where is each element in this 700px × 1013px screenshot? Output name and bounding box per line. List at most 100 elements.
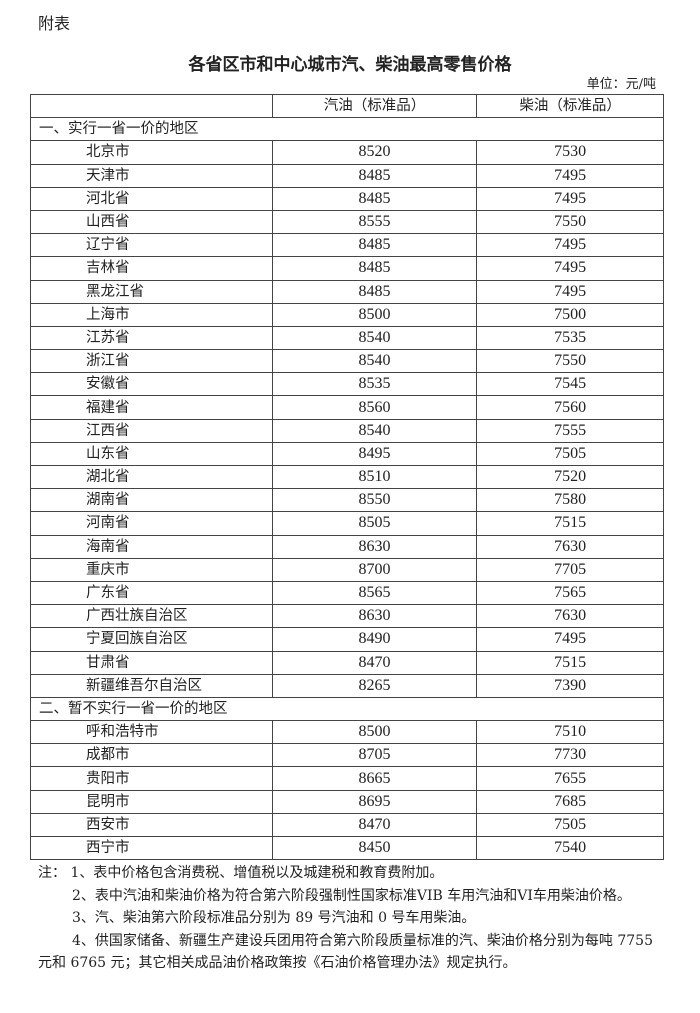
diesel-price-cell: 7730 xyxy=(476,743,664,768)
region-cell: 山西省 xyxy=(30,209,273,235)
table-row: 呼和浩特市 8500 7510 xyxy=(30,720,664,745)
region-cell: 宁夏回族自治区 xyxy=(30,627,273,652)
diesel-price-cell: 7550 xyxy=(476,209,664,235)
gasoline-price-cell: 8630 xyxy=(271,604,478,629)
diesel-price-cell: 7560 xyxy=(476,395,664,420)
table-row: 重庆市 8700 7705 xyxy=(30,557,664,582)
gasoline-price-cell: 8500 xyxy=(271,720,478,745)
gasoline-price-cell: 8560 xyxy=(271,395,478,420)
table-row: 辽宁省 8485 7495 xyxy=(30,233,664,258)
price-table: 汽油（标准品） 柴油（标准品） 一、实行一省一价的地区 北京市 8520 7530 天津… xyxy=(30,93,664,861)
diesel-price-cell: 7580 xyxy=(476,488,664,513)
header-gasoline: 汽油（标准品） xyxy=(271,93,478,119)
region-cell: 昆明市 xyxy=(30,789,273,814)
gasoline-price-cell: 8490 xyxy=(271,627,478,652)
table-row: 西宁市 8450 7540 xyxy=(30,835,664,861)
table-row: 江苏省 8540 7535 xyxy=(30,325,664,351)
region-cell: 河南省 xyxy=(30,511,273,536)
region-cell: 上海市 xyxy=(30,302,273,327)
table-row: 黑龙江省 8485 7495 xyxy=(30,279,664,304)
table-row: 安徽省 8535 7545 xyxy=(30,372,664,397)
gasoline-price-cell: 8485 xyxy=(271,233,478,258)
note-3: 3、汽、柴油第六阶段标准品分别为 89 号汽油和 0 号车用柴油。 xyxy=(72,910,476,926)
gasoline-price-cell: 8485 xyxy=(271,186,478,211)
diesel-price-cell: 7530 xyxy=(476,140,664,165)
region-cell: 福建省 xyxy=(30,395,273,420)
table-row: 甘肃省 8470 7515 xyxy=(30,650,664,675)
diesel-price-cell: 7515 xyxy=(476,511,664,536)
gasoline-price-cell: 8550 xyxy=(271,488,478,513)
diesel-price-cell: 7390 xyxy=(476,673,664,698)
region-cell: 西宁市 xyxy=(30,835,273,861)
gasoline-price-cell: 8520 xyxy=(271,140,478,165)
gasoline-price-cell: 8500 xyxy=(271,302,478,327)
region-cell: 吉林省 xyxy=(30,256,273,281)
table-row: 浙江省 8540 7550 xyxy=(30,349,664,374)
gasoline-price-cell: 8450 xyxy=(271,835,478,861)
gasoline-price-cell: 8695 xyxy=(271,789,478,814)
region-cell: 贵阳市 xyxy=(30,766,273,791)
table-row: 山西省 8555 7550 xyxy=(30,209,664,235)
diesel-price-cell: 7685 xyxy=(476,789,664,814)
gasoline-price-cell: 8565 xyxy=(271,580,478,606)
diesel-price-cell: 7495 xyxy=(476,256,664,281)
table-row: 海南省 8630 7630 xyxy=(30,534,664,559)
section-row: 一、实行一省一价的地区 xyxy=(30,117,664,142)
diesel-price-cell: 7555 xyxy=(476,418,664,443)
gasoline-price-cell: 8485 xyxy=(271,279,478,304)
table-row: 河北省 8485 7495 xyxy=(30,186,664,211)
diesel-price-cell: 7505 xyxy=(476,812,664,838)
header-diesel: 柴油（标准品） xyxy=(476,93,664,119)
attachment-label: 附表 xyxy=(38,14,71,33)
diesel-price-cell: 7495 xyxy=(476,186,664,211)
gasoline-price-cell: 8485 xyxy=(271,256,478,281)
diesel-price-cell: 7495 xyxy=(476,279,664,304)
gasoline-price-cell: 8555 xyxy=(271,209,478,235)
region-cell: 新疆维吾尔自治区 xyxy=(30,673,273,698)
table-row: 广东省 8565 7565 xyxy=(30,580,664,606)
table-row: 新疆维吾尔自治区 8265 7390 xyxy=(30,673,664,698)
note-1: 注： 1、表中价格包含消费税、增值税以及城建税和教育费附加。 xyxy=(38,865,444,881)
region-cell: 成都市 xyxy=(30,743,273,768)
region-cell: 江西省 xyxy=(30,418,273,443)
table-header-row: 汽油（标准品） 柴油（标准品） xyxy=(30,93,664,119)
table-row: 广西壮族自治区 8630 7630 xyxy=(30,604,664,629)
diesel-price-cell: 7655 xyxy=(476,766,664,791)
gasoline-price-cell: 8705 xyxy=(271,743,478,768)
diesel-price-cell: 7515 xyxy=(476,650,664,675)
table-row: 成都市 8705 7730 xyxy=(30,743,664,768)
table-row: 昆明市 8695 7685 xyxy=(30,789,664,814)
section-label: 二、暂不实行一省一价的地区 xyxy=(30,696,664,722)
section-label: 一、实行一省一价的地区 xyxy=(30,117,664,142)
table-row: 天津市 8485 7495 xyxy=(30,163,664,188)
gasoline-price-cell: 8485 xyxy=(271,163,478,188)
region-cell: 广西壮族自治区 xyxy=(30,604,273,629)
region-cell: 江苏省 xyxy=(30,325,273,351)
region-cell: 河北省 xyxy=(30,186,273,211)
region-cell: 呼和浩特市 xyxy=(30,720,273,745)
table-row: 湖南省 8550 7580 xyxy=(30,488,664,513)
table-row: 西安市 8470 7505 xyxy=(30,812,664,838)
region-cell: 重庆市 xyxy=(30,557,273,582)
diesel-price-cell: 7505 xyxy=(476,441,664,467)
table-row: 贵阳市 8665 7655 xyxy=(30,766,664,791)
note-4: 4、供国家储备、新疆生产建设兵团用符合第六阶段质量标准的汽、柴油价格分别为每吨 … xyxy=(38,932,653,972)
table-row: 宁夏回族自治区 8490 7495 xyxy=(30,627,664,652)
gasoline-price-cell: 8495 xyxy=(271,441,478,467)
gasoline-price-cell: 8700 xyxy=(271,557,478,582)
notes: 注： 1、表中价格包含消费税、增值税以及城建税和教育费附加。 2、表中汽油和柴油… xyxy=(38,862,668,975)
region-cell: 安徽省 xyxy=(30,372,273,397)
diesel-price-cell: 7705 xyxy=(476,557,664,582)
diesel-price-cell: 7545 xyxy=(476,372,664,397)
gasoline-price-cell: 8540 xyxy=(271,418,478,443)
region-cell: 辽宁省 xyxy=(30,233,273,258)
note-2: 2、表中汽油和柴油价格为符合第六阶段强制性国家标准VIB 车用汽油和VI车用柴油… xyxy=(72,887,631,904)
gasoline-price-cell: 8470 xyxy=(271,812,478,838)
table-row: 上海市 8500 7500 xyxy=(30,302,664,327)
diesel-price-cell: 7495 xyxy=(476,163,664,188)
unit-label: 单位：元/吨 xyxy=(586,77,656,92)
gasoline-price-cell: 8470 xyxy=(271,650,478,675)
gasoline-price-cell: 8510 xyxy=(271,464,478,490)
region-cell: 湖南省 xyxy=(30,488,273,513)
region-cell: 黑龙江省 xyxy=(30,279,273,304)
